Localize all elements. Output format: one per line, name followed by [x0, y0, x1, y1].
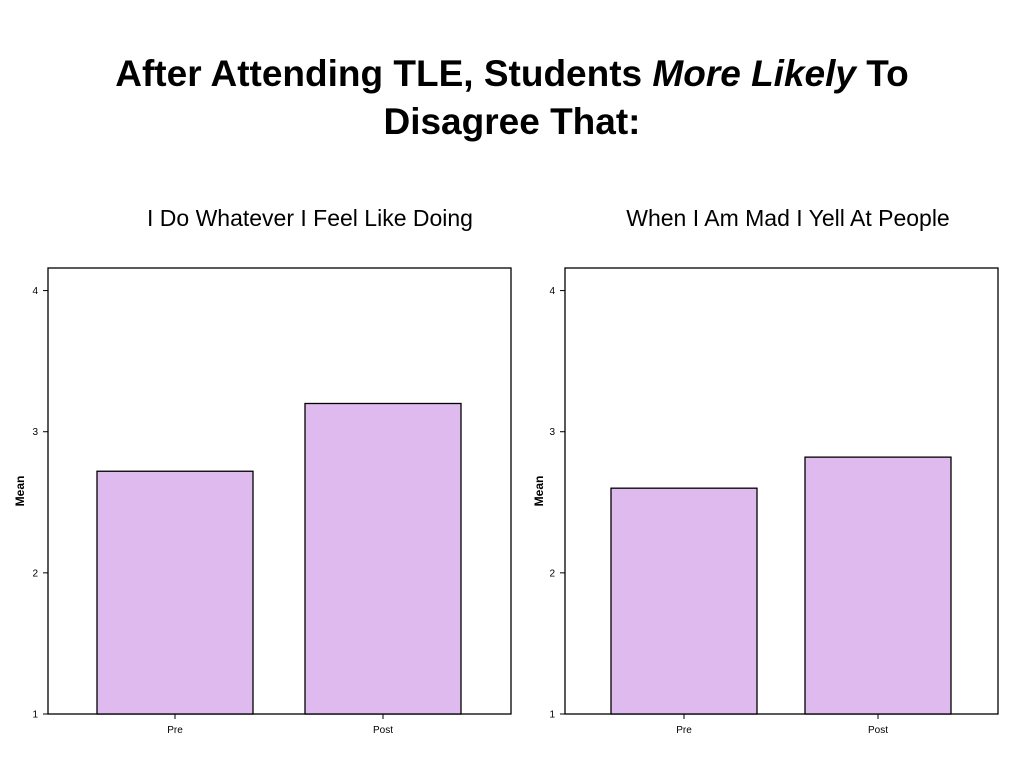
bar-right-pre [610, 487, 758, 715]
chart-title-left: I Do Whatever I Feel Like Doing [147, 205, 473, 231]
chart-frame-right [564, 267, 999, 715]
y-axis-label-left: Mean [13, 476, 27, 507]
bar-left-pre [96, 470, 254, 715]
y-tick-label-right-4: 4 [549, 286, 555, 297]
bar-right-post [804, 456, 952, 715]
y-tick-label-left-2: 2 [32, 568, 38, 579]
title-part1: After Attending TLE, Students [115, 53, 653, 94]
bar-left-post [304, 402, 462, 715]
title-part2: To [855, 53, 909, 94]
y-axis-label-right: Mean [532, 476, 546, 507]
x-tick-label-left-post: Post [373, 725, 393, 736]
y-tick-label-right-3: 3 [549, 427, 555, 438]
x-tick-label-right-pre: Pre [676, 725, 692, 736]
title-line2: Disagree That: [383, 101, 641, 142]
y-tick-label-right-2: 2 [549, 568, 555, 579]
x-tick-label-left-pre: Pre [167, 725, 183, 736]
y-tick-label-left-4: 4 [32, 286, 38, 297]
slide-title: After Attending TLE, Students More Likel… [40, 50, 984, 146]
y-tick-label-left-1: 1 [32, 710, 38, 721]
y-tick-label-right-1: 1 [549, 710, 555, 721]
chart-title-right: When I Am Mad I Yell At People [626, 205, 950, 231]
y-tick-label-left-3: 3 [32, 427, 38, 438]
x-tick-label-right-post: Post [868, 725, 888, 736]
chart-frame-left [47, 267, 512, 715]
title-emphasis: More Likely [652, 53, 856, 94]
